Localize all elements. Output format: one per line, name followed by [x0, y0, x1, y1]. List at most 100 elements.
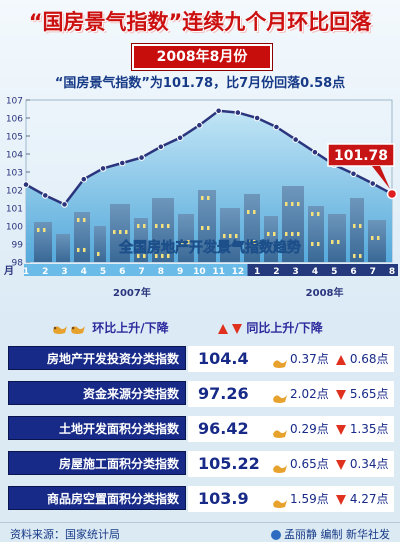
building-window: [273, 232, 276, 236]
x-tick-label: 3: [61, 267, 67, 277]
x-tick-label: 2: [42, 267, 48, 277]
x-tick-label: 5: [331, 267, 337, 277]
data-point: [119, 159, 126, 167]
building-window: [201, 196, 204, 200]
y-tick-label: 98: [12, 259, 24, 269]
building-shape: [94, 226, 106, 262]
footer: 资料来源：国家统计局 孟丽静 编制 新华社发: [0, 522, 400, 542]
building-window: [253, 240, 256, 244]
triangle-down-icon: [232, 323, 243, 334]
data-point: [61, 201, 68, 208]
x-tick-label: 4: [81, 267, 87, 277]
building-window: [83, 248, 86, 252]
building-window: [161, 254, 164, 258]
building-window: [155, 254, 158, 258]
data-point: [273, 123, 280, 131]
row-name: 商品房空置面积分类指数: [8, 486, 186, 510]
building-window: [119, 230, 122, 234]
x-tick-label: 1: [23, 267, 29, 277]
x-tick-label: 6: [350, 267, 356, 277]
building-shape: [350, 198, 364, 262]
date-badge: 2008年8月份: [132, 44, 272, 70]
building-window: [297, 232, 300, 236]
building-window: [317, 212, 320, 216]
triangle-up-icon: [336, 354, 346, 365]
index-table: 房地产开发投资分类指数 104.4 0.37点 0.68点 资金来源分类指数 9…: [8, 346, 394, 521]
row-mom: 1.59点: [272, 486, 329, 512]
chart-title: 全国房地产开发景气指数趋势: [118, 239, 301, 256]
x-tick-label: 3: [293, 267, 299, 277]
triangle-down-icon: [336, 424, 346, 435]
row-mom: 2.02点: [272, 381, 329, 407]
y-tick-label: 100: [6, 223, 23, 233]
x-tick-label: 9: [177, 267, 183, 277]
year-label: 2007年: [113, 286, 151, 299]
legend-mom: 环比上升/下降: [52, 319, 169, 336]
building-shape: [56, 234, 70, 262]
row-mom: 0.37点: [272, 346, 329, 372]
building-window: [235, 234, 238, 238]
building-window: [297, 202, 300, 206]
swan-down-icon: [272, 423, 288, 438]
x-tick-label: 10: [193, 267, 206, 277]
y-tick-label: 103: [6, 169, 23, 179]
building-window: [359, 224, 362, 228]
table-row: 商品房空置面积分类指数 103.9 1.59点 4.27点: [8, 486, 394, 512]
row-value: 97.26: [198, 384, 249, 403]
building-window: [97, 252, 100, 256]
building-shape: [328, 214, 346, 262]
trend-chart: 全国房地产开发景气指数趋势 98991001011021031041051061…: [3, 97, 398, 299]
building-window: [353, 254, 356, 258]
table-row: 房地产开发投资分类指数 104.4 0.37点 0.68点: [8, 346, 394, 372]
data-point: [41, 192, 49, 199]
row-values: 97.26 2.02点 5.65点: [188, 381, 394, 407]
data-point: [80, 175, 88, 183]
credit-note: 孟丽静 编制 新华社发: [271, 526, 390, 542]
y-tick-label: 101: [6, 205, 23, 215]
building-window: [187, 240, 190, 244]
x-unit-label: 月: [3, 265, 14, 277]
data-point: [253, 114, 261, 122]
x-tick-label: 5: [100, 267, 106, 277]
building-window: [353, 224, 356, 228]
building-window: [247, 240, 250, 244]
y-tick-label: 99: [12, 241, 24, 251]
row-yoy: 0.68点: [336, 346, 389, 372]
building-shape: [134, 218, 148, 262]
building-window: [253, 210, 256, 214]
row-name: 房屋施工面积分类指数: [8, 451, 186, 475]
row-yoy: 4.27点: [336, 486, 389, 512]
x-tick-label: 12: [232, 267, 245, 277]
legend-yoy-label: 同比上升/下降: [246, 321, 323, 335]
building-window: [143, 224, 146, 228]
building-window: [167, 254, 170, 258]
swan-down-icon-2: [70, 322, 86, 336]
triangle-down-icon: [336, 389, 346, 400]
row-mom: 0.65点: [272, 451, 329, 477]
triangle-down-icon: [336, 459, 346, 470]
row-values: 103.9 1.59点 4.27点: [188, 486, 394, 512]
y-tick-label: 102: [6, 187, 23, 197]
building-shape: [264, 216, 278, 262]
x-tick-label: 1: [254, 267, 260, 277]
y-tick-label: 106: [6, 115, 23, 125]
building-window: [247, 210, 250, 214]
row-values: 96.42 0.29点 1.35点: [188, 416, 394, 442]
data-point: [99, 165, 107, 172]
row-name: 土地开发面积分类指数: [8, 416, 186, 440]
building-shape: [368, 220, 386, 262]
swan-down-icon: [52, 322, 68, 336]
headline: “国房景气指数”为101.78，比7月份回落0.58点: [54, 76, 346, 91]
building-window: [317, 242, 320, 246]
source-note: 资料来源：国家统计局: [10, 528, 120, 541]
latest-value-callout: [327, 143, 395, 167]
building-window: [137, 254, 140, 258]
building-shape: [308, 206, 324, 262]
month-band: [24, 264, 248, 276]
table-row: 土地开发面积分类指数 96.42 0.29点 1.35点: [8, 416, 394, 442]
x-tick-label: 7: [370, 267, 376, 277]
x-tick-label: 2: [273, 267, 279, 277]
building-window: [359, 254, 362, 258]
building-window: [291, 202, 294, 206]
row-value: 105.22: [198, 454, 260, 473]
